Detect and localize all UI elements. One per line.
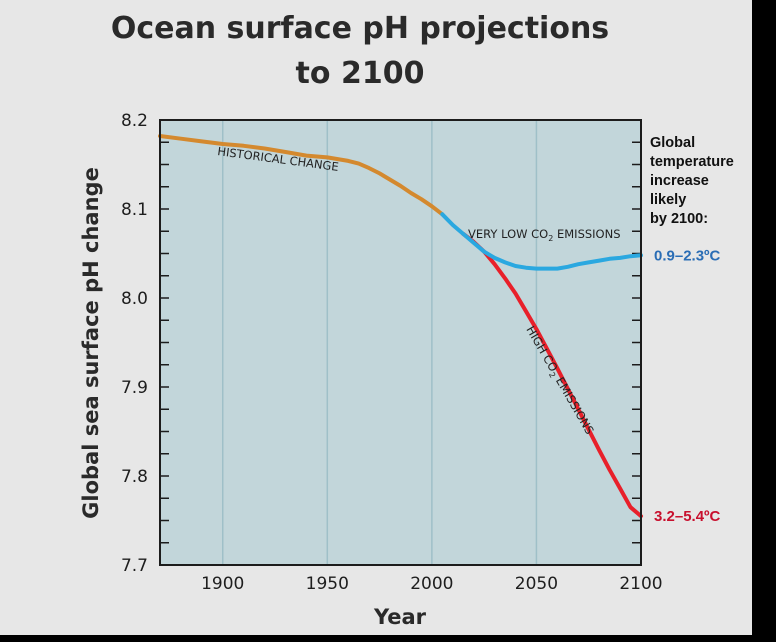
plot-area [160,120,641,565]
side-note-line-5: by 2100: [650,211,708,227]
side-note-line-4: likely [650,192,686,208]
side-note-line-1: Global [650,135,695,151]
chart-title-line-2: to 2100 [296,56,425,91]
x-tick-label-1950: 1950 [306,574,349,594]
y-tick-label-8.2: 8.2 [121,111,148,131]
series-line-high-co2-emissions [461,231,643,519]
x-axis-label: Year [373,605,427,629]
very-low-label-subscript: 2 [548,234,553,243]
gridlines [221,120,538,565]
x-tick-label-2050: 2050 [515,574,558,594]
temperature-annotations: 0.9–2.3ºC 3.2–5.4ºC [654,247,721,525]
temperature-side-note: Global temperature increase likely by 21… [650,135,734,227]
y-tick-label-7.9: 7.9 [121,378,148,398]
series-lines [158,134,643,519]
x-tick-label-2100: 2100 [619,574,662,594]
x-tick-labels: 1900 1950 2000 2050 2100 [201,574,663,594]
temperature-range-2: 3.2–5.4ºC [654,508,721,525]
plot-border [159,119,642,566]
very-low-label-suffix: EMISSIONS [553,227,620,241]
high-label-subscript: 2 [547,371,557,380]
side-note-line-3: increase [650,173,709,189]
series-line-very-low-co2-emissions [440,212,643,271]
y-tick-labels: 8.2 8.1 8.0 7.9 7.8 7.7 [121,111,148,576]
series-line-historical-change [158,134,445,217]
x-tick-label-2000: 2000 [410,574,453,594]
y-tick-label-8.1: 8.1 [121,200,148,220]
y-tick-label-8.0: 8.0 [121,289,148,309]
chart-title-line-1: Ocean surface pH projections [111,11,609,46]
y-tick-label-7.7: 7.7 [121,556,148,576]
y-axis-label: Global sea surface pH change [79,167,103,519]
temperature-range-1: 0.9–2.3ºC [654,247,721,264]
side-note-line-2: temperature [650,154,734,170]
very-low-label-prefix: VERY LOW CO [468,227,548,241]
x-tick-label-1900: 1900 [201,574,244,594]
y-tick-label-7.8: 7.8 [121,467,148,487]
very-low-emissions-label: VERY LOW CO2 EMISSIONS [468,227,621,243]
